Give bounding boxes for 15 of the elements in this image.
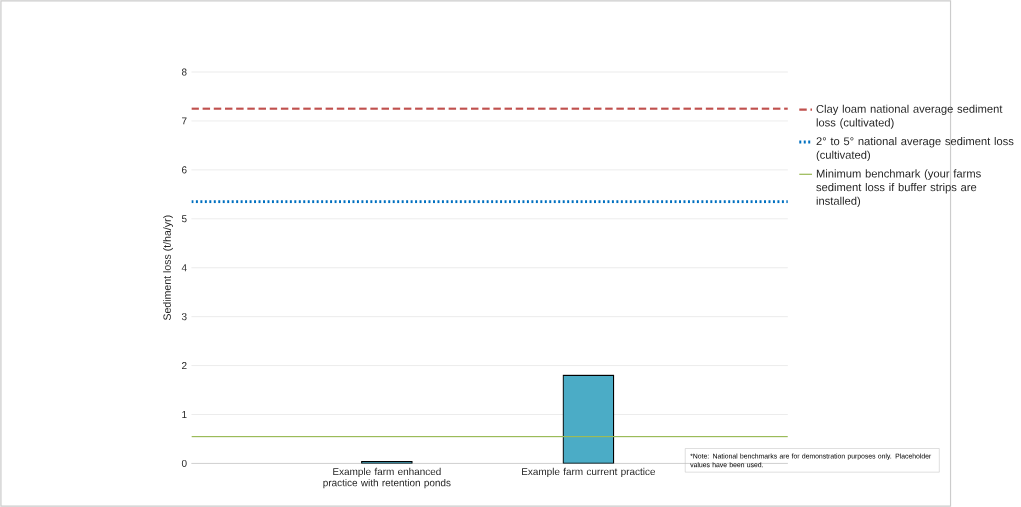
ref-line-label: Clay loam national average sediment loss (cultivated) (816, 104, 1003, 129)
y-axis-title: Sediment loss (t/ha/yr) (163, 215, 173, 321)
legend-label: 2° to 5° national average sediment loss (cultivated) (816, 136, 1014, 162)
y-tick-label: 3 (181, 313, 187, 321)
y-tick-label: 0 (181, 459, 187, 467)
y-tick-label: 5 (181, 215, 187, 223)
y-tick-label: 6 (182, 166, 187, 174)
legend-label: Minimum benchmark (your farms sediment loss if buffer strips are installed) (816, 169, 981, 208)
y-tick-label: 4 (181, 264, 187, 272)
x-tick-label: Example farm enhanced practice with retention ponds (323, 467, 451, 489)
y-tick-label: 8 (181, 68, 187, 76)
y-tick-label: 2 (182, 362, 187, 370)
x-tick-label: Example farm current practice (522, 467, 656, 478)
y-tick-label: 1 (182, 411, 187, 418)
y-tick-label: 7 (182, 117, 187, 125)
